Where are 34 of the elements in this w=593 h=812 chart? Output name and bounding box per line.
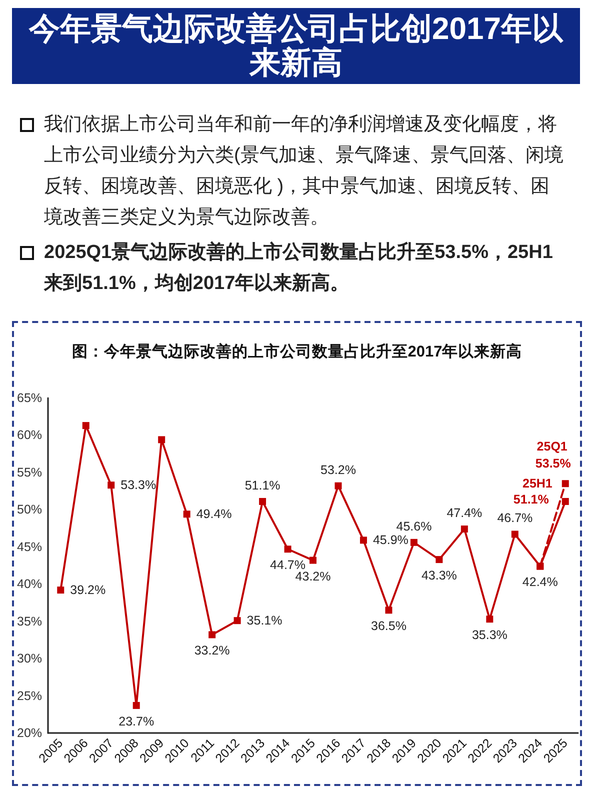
- text: 2025Q1景气边际改善的上市公司数量占比升至53.5%，25H1来到51.1%，均创2017年以来新高。: [44, 240, 554, 296]
- data-label: 51.1%: [513, 492, 549, 506]
- y-tick-label: 65%: [16, 391, 42, 405]
- data-label: 46.7%: [497, 511, 533, 526]
- data-label: 42.4%: [522, 575, 558, 590]
- y-tick-label: 30%: [16, 652, 42, 666]
- data-label: 35.1%: [246, 614, 282, 628]
- y-tick-label: 50%: [16, 502, 42, 517]
- data-label: 43.3%: [421, 568, 457, 583]
- data-label: 45.9%: [372, 533, 408, 548]
- y-tick-label: 40%: [16, 577, 42, 592]
- y-tick-label: 20%: [16, 726, 42, 740]
- data-label: 53.5%: [535, 456, 571, 471]
- y-tick-label: 35%: [16, 614, 42, 628]
- y-tick-label: 55%: [16, 465, 42, 480]
- data-label: 36.5%: [370, 619, 406, 634]
- data-label: 51.1%: [244, 478, 280, 492]
- data-label: 47.4%: [446, 506, 482, 520]
- data-label: 39.2%: [70, 583, 106, 598]
- text: 我们依据上市公司当年和前一年的净利润增速及变化幅度，将上市公司业绩分为六类(景气加速、景气降速、景气回落、闲境反转、困境改善、困境恶化 )，其中景气加速、困境反转、困境改善三类定义为景气边际改善。: [44, 113, 564, 230]
- chart-subtitle: 图：今年景气边际改善的上市公司数量占比升至2017年以来新高: [72, 342, 522, 360]
- data-label: 45.6%: [396, 519, 432, 534]
- data-label: 53.2%: [320, 462, 356, 477]
- chart-title: 今年景气边际改善公司占比创2017年以来新高: [12, 8, 580, 84]
- data-label: 33.2%: [194, 644, 230, 658]
- data-label: 35.3%: [472, 628, 508, 642]
- data-label: 49.4%: [196, 507, 232, 522]
- annotation: 25Q1: [536, 440, 568, 454]
- data-label: 53.3%: [120, 478, 156, 492]
- data-label: 23.7%: [118, 714, 154, 728]
- y-tick-label: 60%: [16, 428, 42, 442]
- y-tick-label: 45%: [16, 540, 42, 554]
- annotation: 25H1: [522, 476, 552, 490]
- y-tick-label: 25%: [16, 688, 42, 703]
